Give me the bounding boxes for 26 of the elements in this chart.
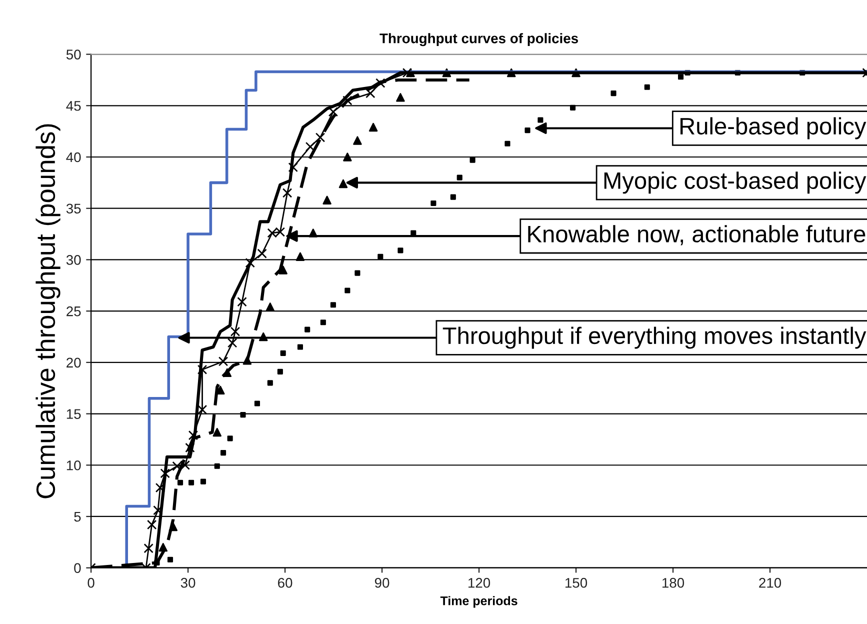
x-tick-label: 180	[662, 578, 684, 588]
y-tick-label: 30	[66, 255, 81, 265]
x-tick-label: 210	[759, 578, 782, 588]
y-tick-label: 20	[66, 358, 81, 368]
y-tick-label: 50	[66, 50, 81, 60]
y-tick-label: 40	[66, 152, 81, 162]
y-axis-title: Cumulative throughput (pounds)	[36, 124, 60, 498]
x-tick-label: 30	[180, 578, 196, 588]
annotation: Knowable now, actionable future	[528, 225, 866, 246]
x-tick-label: 150	[565, 578, 588, 588]
y-tick-label: 25	[66, 306, 81, 316]
x-tick-label: 90	[374, 578, 390, 588]
y-tick-label: 35	[66, 204, 81, 214]
x-tick-label: 0	[88, 578, 94, 588]
annotation: Rule-based policy	[680, 117, 866, 140]
y-tick-label: 10	[66, 460, 81, 470]
y-tick-label: 45	[66, 101, 81, 111]
chart-title: Throughput curves of policies	[380, 33, 578, 46]
y-tick-label: 5	[74, 512, 81, 522]
annotation: Throughput if everything moves instantly	[442, 326, 866, 349]
x-axis-title: Time periods	[440, 596, 518, 608]
y-tick-label: 0	[74, 563, 81, 574]
y-tick-label: 15	[66, 409, 81, 419]
x-tick-label: 60	[278, 578, 292, 588]
x-tick-label: 120	[468, 578, 490, 588]
annotation: Myopic cost-based policy	[604, 172, 866, 194]
